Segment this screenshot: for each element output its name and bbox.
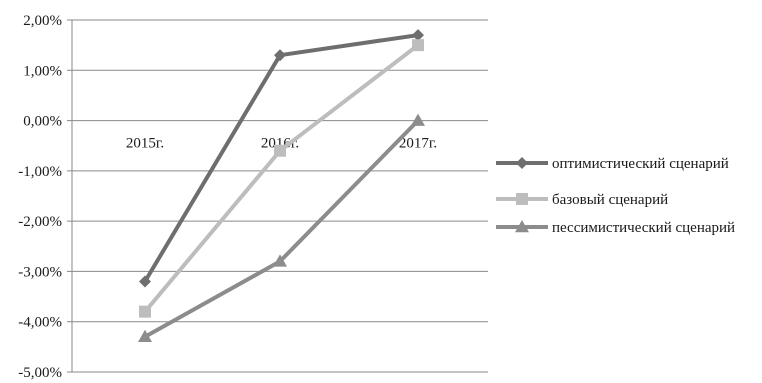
legend-label: пессимистический сценарий xyxy=(552,220,735,236)
data-point xyxy=(139,275,151,288)
y-tick-label: 2,00% xyxy=(23,13,62,29)
y-tick-label: 0,00% xyxy=(23,114,62,130)
x-tick-label: 2017г. xyxy=(399,136,437,152)
data-point xyxy=(273,254,287,267)
y-tick-label: -5,00% xyxy=(18,365,62,381)
legend-marker xyxy=(515,220,529,233)
y-tick-label: -4,00% xyxy=(18,315,62,331)
legend-marker xyxy=(516,193,528,205)
legend-label: базовый сценарий xyxy=(552,192,668,208)
x-tick-label: 2016г. xyxy=(261,136,299,152)
y-axis: 2,00% 1,00% 0,00% -1,00% -2,00% -3,00% -4,00% -… xyxy=(18,13,73,381)
data-point xyxy=(138,329,152,343)
grid-lines xyxy=(72,19,488,373)
data-point xyxy=(412,29,424,42)
series-line xyxy=(143,33,419,283)
y-tick-label: -3,00% xyxy=(18,264,62,280)
y-tick-label: -1,00% xyxy=(18,164,62,180)
data-point xyxy=(274,49,286,62)
legend: оптимистический сценарий базовый сценарий… xyxy=(496,156,735,236)
y-tick-label: -2,00% xyxy=(18,214,62,230)
data-point xyxy=(411,113,425,126)
x-tick-label: 2015г. xyxy=(126,136,164,152)
data-point xyxy=(274,144,286,157)
legend-marker xyxy=(516,157,528,169)
x-axis-labels: 2015г. 2016г. 2017г. xyxy=(126,136,437,152)
series-group xyxy=(138,29,425,343)
y-tick-label: 1,00% xyxy=(23,63,62,79)
legend-label: оптимистический сценарий xyxy=(552,156,729,172)
data-point xyxy=(412,39,424,52)
data-point xyxy=(139,305,151,318)
